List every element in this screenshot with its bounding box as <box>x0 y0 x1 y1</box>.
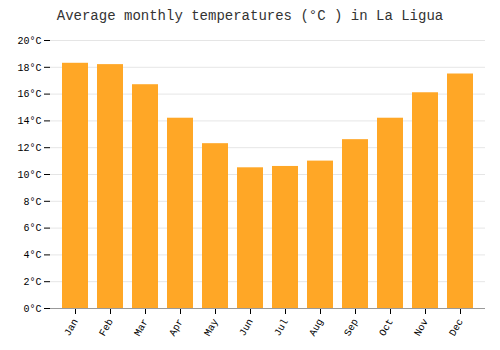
svg-text:Apr: Apr <box>167 317 186 338</box>
svg-text:Aug: Aug <box>307 317 326 338</box>
svg-text:14°C: 14°C <box>17 116 41 127</box>
svg-text:4°C: 4°C <box>23 250 41 261</box>
html-text:Average monthly temperatures (: Average monthly temperatures (°C ) in La… <box>56 8 444 24</box>
svg-text:Oct: Oct <box>377 317 396 338</box>
svg-text:Mar: Mar <box>132 317 151 338</box>
svg-text:2°C: 2°C <box>23 277 41 288</box>
svg-text:16°C: 16°C <box>17 89 41 100</box>
svg-text:Jun: Jun <box>237 317 256 338</box>
svg-text:8°C: 8°C <box>23 197 41 208</box>
svg-text:Dec: Dec <box>447 317 466 338</box>
svg-text:10°C: 10°C <box>17 170 41 181</box>
svg-text:6°C: 6°C <box>23 223 41 234</box>
svg-text:Feb: Feb <box>97 317 116 338</box>
svg-text:18°C: 18°C <box>17 63 41 74</box>
svg-text:0°C: 0°C <box>23 304 41 315</box>
svg-text:Jan: Jan <box>62 317 81 338</box>
svg-text:May: May <box>202 317 221 338</box>
svg-text:Sep: Sep <box>342 317 361 338</box>
svg-text:Nov: Nov <box>412 317 431 338</box>
svg-text:12°C: 12°C <box>17 143 41 154</box>
svg-text:20°C: 20°C <box>17 36 41 47</box>
svg-text:Jul: Jul <box>272 317 291 338</box>
